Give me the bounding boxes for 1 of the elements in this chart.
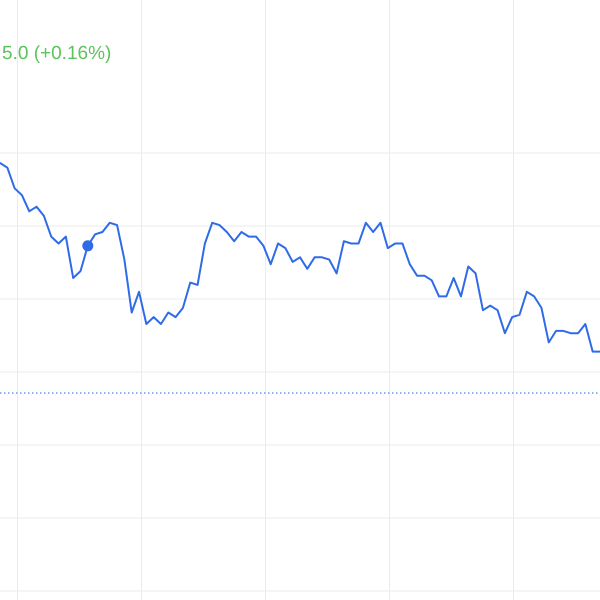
text: 5.0 (+0.16%) xyxy=(2,43,112,64)
